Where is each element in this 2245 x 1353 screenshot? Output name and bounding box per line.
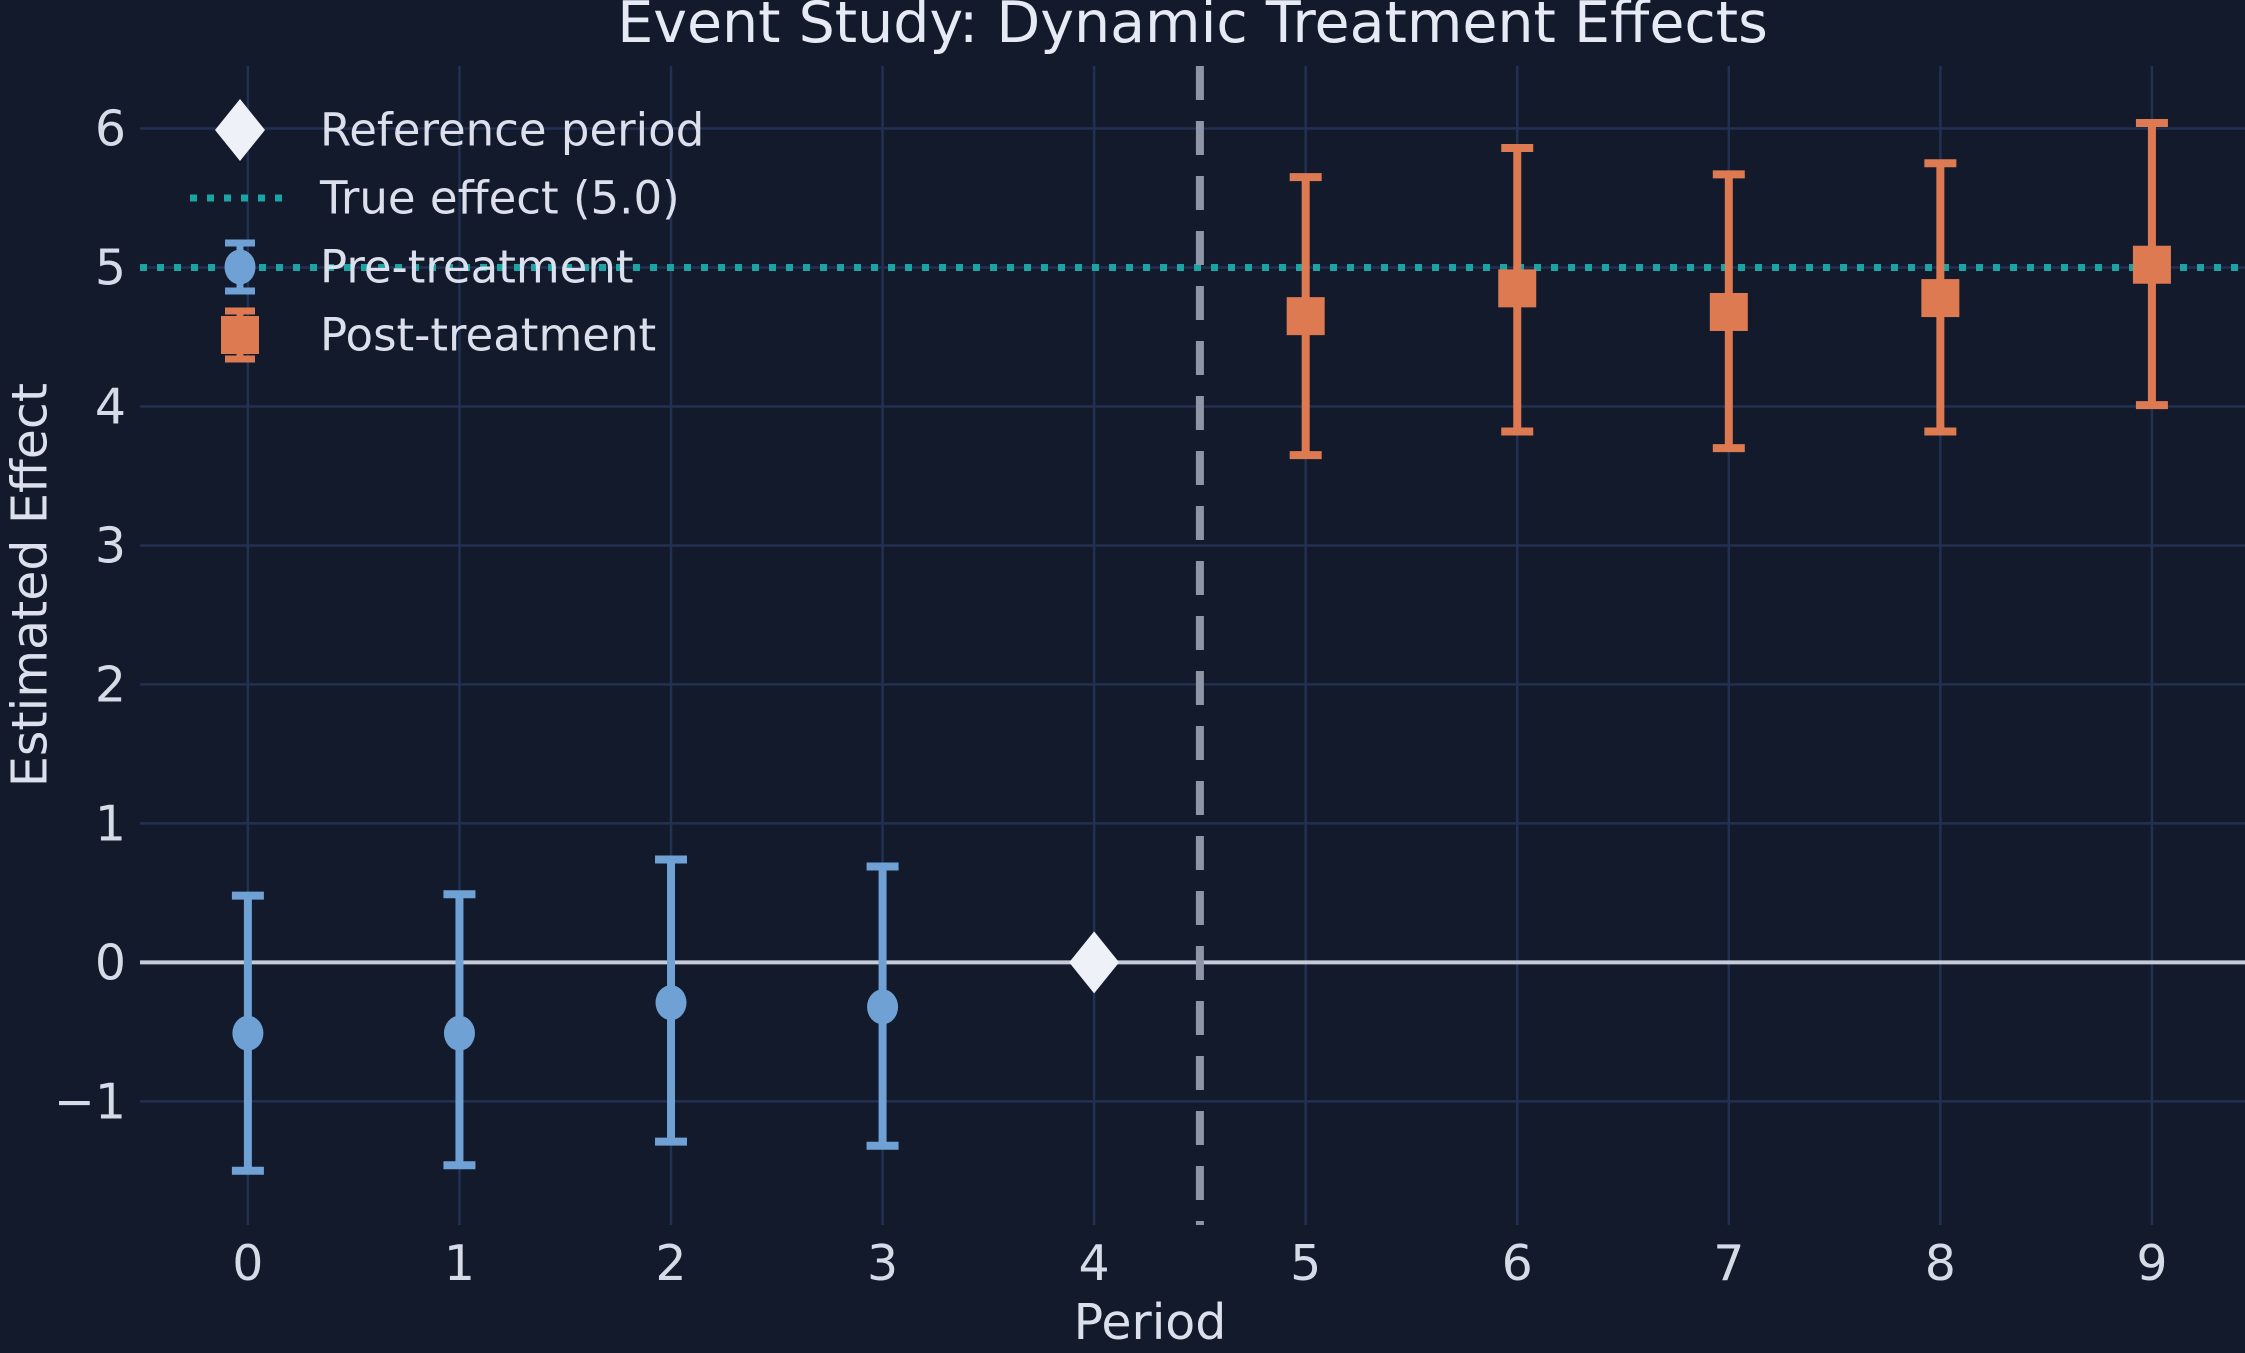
x-tick-label-7: 7: [1713, 1235, 1744, 1292]
x-tick-label-9: 9: [2136, 1235, 2167, 1292]
y-tick-label-1: 1: [95, 795, 126, 852]
x-tick-label-3: 3: [867, 1235, 898, 1292]
y-tick-label-6: 6: [95, 101, 126, 158]
x-tick-label-4: 4: [1079, 1235, 1110, 1292]
pre-treatment-marker-2: [655, 985, 687, 1021]
post-treatment-marker-9: [2132, 245, 2171, 284]
x-tick-label-2: 2: [655, 1235, 686, 1292]
legend-marker-diamond: [215, 99, 265, 161]
x-tick-label-8: 8: [1925, 1235, 1956, 1292]
post-treatment-marker-8: [1921, 279, 1960, 318]
y-tick-label-5: 5: [95, 240, 126, 297]
pre-treatment-marker-1: [443, 1015, 475, 1051]
pre-treatment-marker-0: [232, 1015, 264, 1051]
x-tick-label-5: 5: [1290, 1235, 1321, 1292]
y-tick-label-4: 4: [95, 378, 126, 435]
x-tick-label-0: 0: [232, 1235, 263, 1292]
x-tick-label-1: 1: [444, 1235, 475, 1292]
reference-marker-4: [1069, 931, 1120, 994]
post-treatment-marker-5: [1286, 297, 1325, 336]
y-tick-label-2: 2: [95, 656, 126, 713]
x-tick-label-6: 6: [1502, 1235, 1533, 1292]
x-axis-label: Period: [1073, 1294, 1227, 1351]
y-tick-label-0: 0: [95, 934, 126, 991]
legend-marker-errorbar-circle: [224, 249, 256, 285]
chart-title: Event Study: Dynamic Treatment Effects: [617, 0, 1768, 56]
y-axis-label: Estimated Effect: [1, 382, 59, 788]
y-tick-label-3: 3: [95, 517, 126, 574]
y-tick-label--1: −1: [54, 1073, 126, 1130]
legend-marker-errorbar-square: [221, 316, 259, 354]
post-treatment-marker-6: [1498, 269, 1537, 308]
post-treatment-marker-7: [1709, 292, 1748, 331]
pre-treatment-marker-3: [867, 989, 899, 1025]
